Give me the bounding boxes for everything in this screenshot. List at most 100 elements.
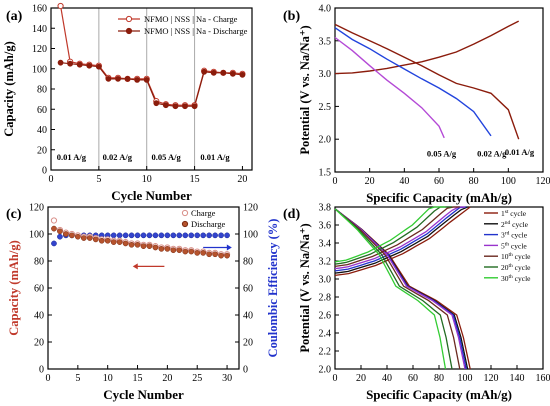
panel-c-efficiency-point: [152, 232, 159, 239]
panel-a-discharge-point: [210, 69, 217, 76]
panel-d-ytick-label: 3.4: [319, 239, 332, 250]
panel-b-curve-1: [334, 23, 520, 140]
panel-c-discharge-point: [170, 247, 177, 254]
panel-d-legend-label: 3rd cycle: [501, 231, 528, 240]
panel-d-xtick-label: 140: [510, 373, 525, 384]
panel-a-ytick-label: 160: [32, 4, 47, 15]
panel-c-efficiency-point: [218, 232, 224, 239]
panel-a-rate-label: 0.02 A/g: [103, 152, 133, 162]
panel-c-discharge-point: [63, 231, 69, 237]
panel-b-ytick-label: 1.5: [319, 168, 332, 179]
panel-c-efficiency-point: [158, 232, 165, 239]
panel-c-frame: [47, 206, 240, 370]
panel-c-discharge-point: [98, 237, 105, 244]
panel-c-legend-discharge-marker: [181, 220, 189, 228]
panel-d-legend-label: 1st cycle: [501, 209, 527, 218]
panel-a-xtick-label: 20: [237, 174, 247, 185]
panel-b-tag: (b): [283, 9, 300, 24]
panel-c-right-ytick-label: 80: [243, 257, 253, 268]
panel-a-discharge-point: [124, 75, 131, 82]
panel-b-xlabel: Specific Capacity (mAh/g): [366, 190, 512, 205]
panel-d-discharge-curve-5: [334, 208, 453, 370]
panel-c-tag: (c): [6, 207, 22, 222]
panel-c-right-ytick-label: 0: [243, 365, 248, 376]
panel-c-legend-charge-marker: [181, 209, 189, 217]
panel-b-ytick-label: 3.5: [319, 36, 332, 47]
panel-d-legend-label: 10th cycle: [501, 252, 531, 261]
panel-d-ytick-label: 3.6: [319, 221, 332, 232]
panel-b-rate-label: 0.05 A/g: [427, 148, 457, 158]
panel-c-legend-discharge-label: Discharge: [191, 219, 226, 229]
panel-a-ytick-label: 80: [37, 85, 47, 96]
panel-d-ytick-label: 2.4: [319, 329, 332, 340]
panel-a-rate-label: 0.01 A/g: [57, 152, 87, 162]
panel-c-right-ytick-label: 120: [243, 203, 258, 214]
panel-c-xtick-label: 30: [222, 373, 232, 384]
panel-a-ytick-label: 60: [37, 105, 47, 116]
panel-d-xtick-label: 160: [536, 373, 550, 384]
panel-c-discharge-point: [74, 233, 81, 240]
panel-d-legend-label: 5th cycle: [501, 241, 527, 250]
panel-c-efficiency-point: [51, 240, 57, 247]
panel-a-discharge-point: [191, 103, 198, 110]
panel-c-right-ytick-label: 60: [243, 284, 253, 295]
panel-c-charge-point: [50, 217, 58, 224]
panel-a-rate-label: 0.05 A/g: [152, 152, 182, 162]
panel-d-xtick-label: 0: [333, 373, 338, 384]
panel-c-ytick-label: 0: [39, 365, 44, 376]
panel-a-ytick-label: 100: [32, 64, 47, 75]
panel-c-efficiency-point: [206, 232, 213, 239]
panel-c-discharge-point: [122, 240, 129, 247]
panel-d-legend-label: 30th cycle: [501, 274, 531, 283]
panel-a-ytick-label: 20: [37, 145, 47, 156]
panel-a-discharge-point: [201, 68, 208, 75]
panel-d-discharge-curve-4: [334, 208, 461, 370]
panel-a-ytick-label: 140: [32, 24, 47, 35]
panel-c-discharge-point: [212, 251, 218, 258]
panel-c-ytick-label: 80: [34, 257, 44, 268]
panel-d-xtick-label: 40: [382, 373, 392, 384]
panel-c-efficiency-point: [212, 232, 218, 239]
panel-c-discharge-point: [51, 225, 57, 232]
panel-c-discharge-point: [92, 236, 99, 243]
panel-c-discharge-point: [218, 252, 224, 259]
panel-c-efficiency-point: [134, 232, 141, 239]
panel-b-ytick-label: 3.0: [319, 69, 332, 80]
panel-c-discharge-point: [140, 243, 147, 249]
panel-d-charge-curve-4: [334, 206, 460, 268]
panel-c-discharge-point: [110, 239, 117, 245]
panel-c-xlabel: Cycle Number: [103, 387, 184, 402]
panel-d-legend-label: 20th cycle: [501, 263, 531, 272]
panel-a-charge-point: [57, 2, 64, 10]
panel-c-discharge-point: [188, 248, 195, 255]
panel-a-discharge-point: [162, 102, 169, 109]
panel-d-ytick-label: 2.2: [319, 347, 332, 358]
panel-a-xlabel: Cycle Number: [111, 188, 192, 203]
panel-c-discharge-point: [116, 239, 123, 245]
panel-c-right-ytick-label: 40: [243, 311, 253, 322]
panel-c-discharge-point: [104, 237, 111, 244]
panel-a-legend-label: NFMO | NSS | Na - Charge: [144, 14, 238, 24]
panel-c-discharge-point: [69, 232, 75, 239]
panel-c-discharge-point: [224, 252, 230, 259]
panel-a-discharge-point: [229, 70, 236, 77]
panel-d-tag: (d): [283, 207, 300, 222]
panel-b-rate-label: 0.01 A/g: [505, 147, 535, 157]
panel-d-xtick-label: 20: [356, 373, 366, 384]
panel-b-curve-3: [334, 36, 445, 139]
panel-d-charge-curve-6: [334, 206, 446, 263]
panel-c-efficiency-point: [57, 233, 63, 240]
panel-a-discharge-point: [143, 76, 150, 83]
panel-c-discharge-point: [164, 246, 171, 252]
panel-b-ytick-label: 2.0: [319, 135, 332, 146]
panel-a-xtick-label: 10: [142, 174, 152, 185]
panel-d-ytick-label: 2.0: [319, 365, 332, 376]
panel-a-discharge-point: [182, 103, 188, 110]
panel-d-ytick-label: 3.2: [319, 257, 332, 268]
panel-c-xtick-label: 20: [162, 373, 172, 384]
panel-d-xtick-label: 80: [434, 373, 444, 384]
panel-b-ylabel: Potential (V vs. Na/Na⁺): [298, 25, 312, 154]
panel-a-rate-label: 0.01 A/g: [200, 152, 230, 162]
panel-a-discharge-point: [239, 71, 246, 78]
